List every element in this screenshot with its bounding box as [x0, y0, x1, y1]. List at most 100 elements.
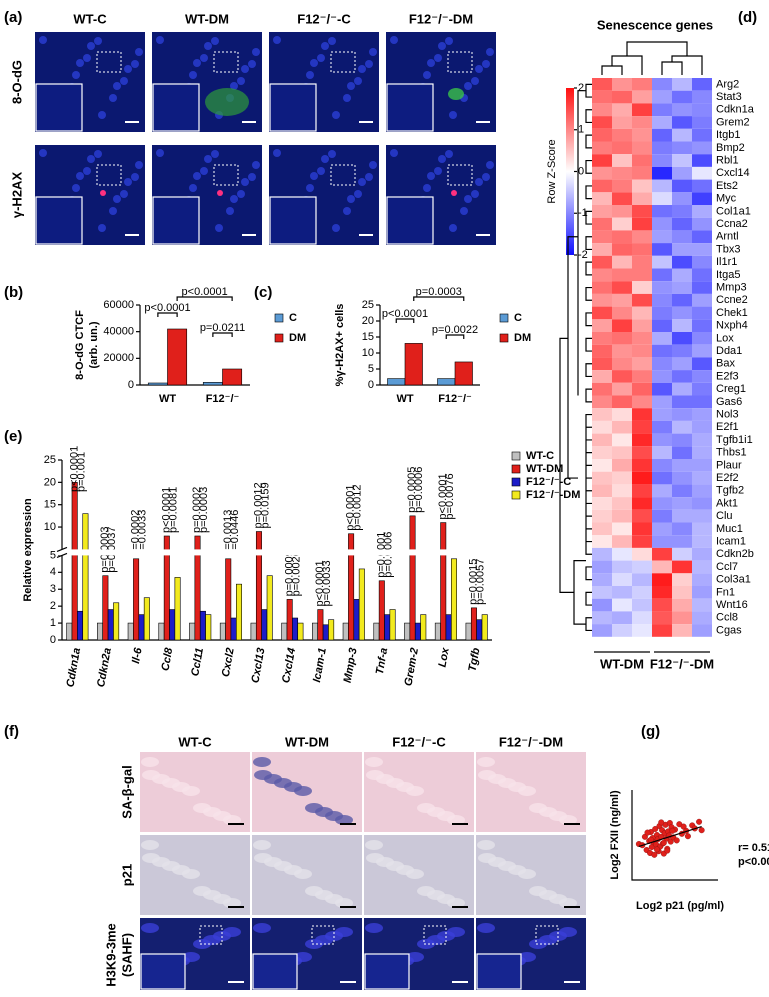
bar: [127, 622, 134, 641]
heatmap-title: Senescence genes: [597, 17, 713, 32]
heatmap-cell: [592, 471, 612, 485]
inset: [152, 196, 200, 245]
nucleus: [475, 178, 483, 186]
bar: [286, 599, 293, 641]
heatmap-cell: [652, 586, 672, 599]
heatmap-cell: [612, 243, 632, 256]
heatmap-cell: [592, 573, 612, 586]
p-value: p=0.0012: [352, 485, 364, 531]
inset: [364, 953, 410, 990]
gene-label: Arg2: [716, 78, 739, 90]
heatmap-cell: [652, 471, 672, 485]
heatmap-cell: [672, 217, 692, 231]
heatmap-cell: [672, 344, 692, 358]
y-tick-label: 20: [44, 476, 56, 488]
bar: [465, 622, 472, 641]
nucleus: [226, 207, 234, 215]
heatmap-cell: [632, 268, 652, 282]
bar: [230, 617, 237, 641]
p-value: p<0.0001: [182, 286, 228, 298]
nucleus: [332, 111, 340, 119]
heatmap-cell: [612, 293, 632, 307]
bar: [174, 577, 181, 641]
nucleus: [486, 161, 494, 169]
tissue: [365, 923, 383, 933]
heatmap-cell: [652, 535, 672, 548]
legend-swatch: [499, 333, 509, 343]
y-tick-label: 2: [50, 600, 56, 612]
heatmap-cell: [692, 179, 712, 193]
x-tick-label: Tgfb: [467, 647, 483, 673]
p-value: p=0.0159: [260, 482, 272, 528]
heatmap-cell: [672, 459, 692, 472]
inset: [35, 196, 83, 245]
gene-label: Stat3: [716, 91, 742, 103]
nucleus: [76, 59, 84, 67]
gene-label: Lox: [716, 332, 734, 344]
gene-label: Gas6: [716, 396, 742, 408]
point: [669, 827, 676, 834]
heatmap-cell: [652, 547, 672, 561]
heatmap-cell: [592, 586, 612, 599]
nucleus: [390, 36, 398, 44]
nucleus: [486, 48, 494, 56]
nucleus: [237, 190, 245, 198]
heatmap-cell: [652, 382, 672, 396]
y-tick-label: 25: [362, 299, 374, 311]
bar: [470, 607, 477, 641]
tissue: [477, 757, 495, 767]
colorbar-tick-label: 2: [578, 82, 584, 94]
heatmap-cell: [652, 395, 672, 409]
heatmap-cell: [612, 509, 632, 523]
heatmap-cell: [632, 573, 652, 586]
heatmap-cell: [632, 230, 652, 244]
heatmap-cell: [672, 154, 692, 167]
heatmap-cell: [692, 116, 712, 129]
gene-label: Icam1: [716, 535, 746, 547]
x-tick-label: Ccl11: [189, 647, 206, 677]
heatmap-cell: [652, 573, 672, 586]
roi-box: [96, 51, 122, 73]
nucleus: [83, 167, 91, 175]
tissue: [193, 886, 211, 896]
p-value: p=0.0003: [198, 487, 210, 533]
colorbar-tick-label: -1: [578, 207, 588, 219]
gene-label: Col3a1: [716, 574, 751, 586]
bar: [261, 609, 268, 641]
heatmap-cell: [652, 103, 672, 117]
heatmap-cell: [632, 535, 652, 548]
x-tick-label: Lox: [437, 646, 452, 668]
heatmap-cell: [612, 103, 632, 117]
nucleus: [39, 149, 47, 157]
heatmap-cell: [672, 420, 692, 434]
nucleus: [94, 150, 102, 158]
y-tick-label: 4: [50, 566, 56, 578]
nucleus: [135, 48, 143, 56]
nucleus: [120, 190, 128, 198]
heatmap-cell: [632, 154, 652, 167]
heatmap-cell: [692, 522, 712, 536]
legend-swatch: [511, 490, 521, 500]
nucleus: [369, 161, 377, 169]
heatmap-cell: [612, 141, 632, 155]
x-tick-label: Il-6: [130, 646, 145, 665]
heatmap-cell: [612, 370, 632, 383]
x-tick-label: WT: [396, 393, 413, 405]
p-value: p<0.0001: [345, 485, 357, 531]
tissue: [253, 757, 271, 767]
heatmap-cell: [652, 344, 672, 358]
nucleus: [156, 36, 164, 44]
heatmap-cell: [592, 459, 612, 472]
nucleus: [241, 178, 249, 186]
nucleus: [230, 195, 238, 203]
bar: [292, 617, 299, 641]
y-tick-label: 1: [50, 617, 56, 629]
nucleus: [94, 37, 102, 45]
heatmap-cell: [692, 408, 712, 421]
heatmap-cell: [692, 192, 712, 205]
heatmap-cell: [612, 624, 632, 637]
nucleus: [87, 155, 95, 163]
heatmap-cell: [592, 497, 612, 510]
gene-label: Rbl1: [716, 154, 739, 166]
